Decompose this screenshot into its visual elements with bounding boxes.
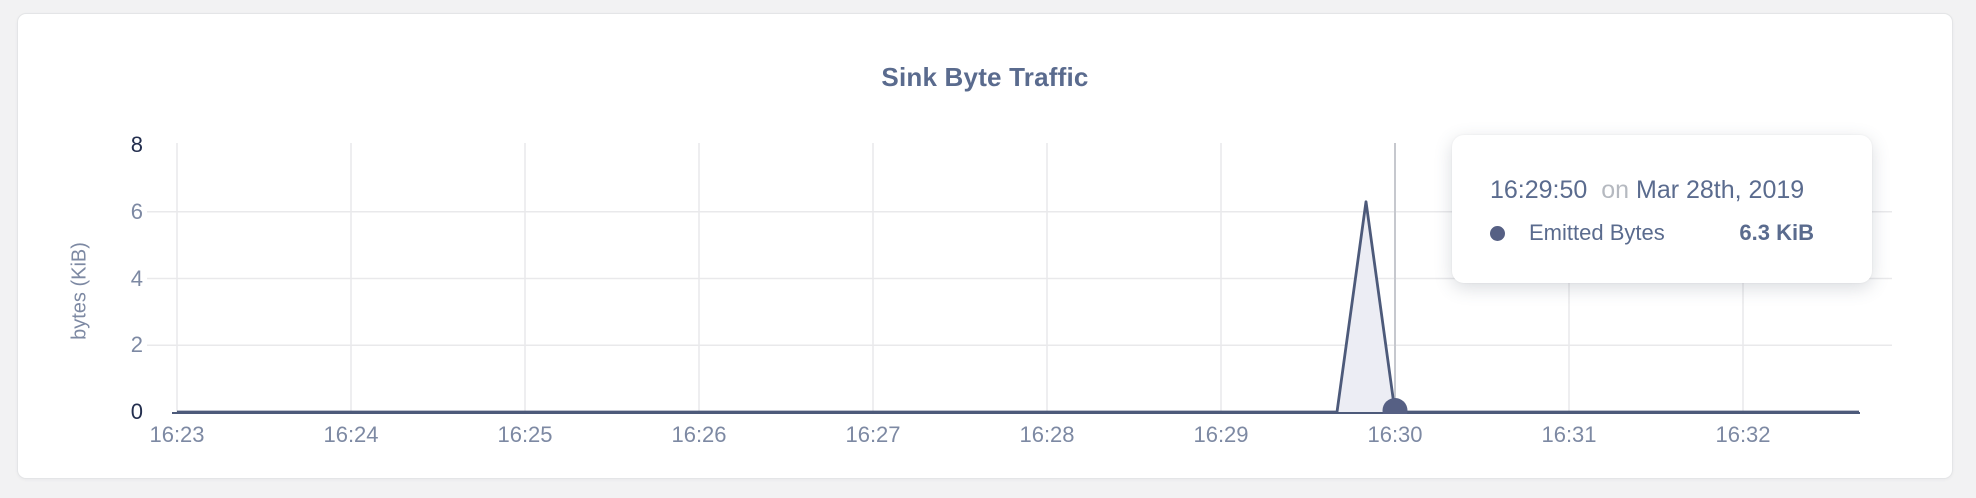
tooltip-time: 16:29:50 <box>1490 176 1588 204</box>
tooltip-on-text: on <box>1601 176 1630 204</box>
x-tick-label: 16:29 <box>1193 422 1249 447</box>
x-tick-label: 16:25 <box>497 422 553 447</box>
x-tick-label: 16:32 <box>1715 422 1771 447</box>
tooltip-series-label: Emitted Bytes <box>1529 220 1665 245</box>
series-bullet-icon <box>1490 225 1505 241</box>
x-tick-label: 16:23 <box>149 422 205 447</box>
tooltip-date: Mar 28th, 2019 <box>1636 176 1805 204</box>
x-tick-label: 16:28 <box>1019 422 1075 447</box>
x-tick-label: 16:30 <box>1367 422 1423 447</box>
y-tick-label: 2 <box>130 332 143 358</box>
chart-tooltip: 16:29:50 on Mar 28th, 2019 Emitted Bytes… <box>1452 135 1872 283</box>
y-tick-label: 0 <box>130 399 143 424</box>
tooltip-series-value: 6.3 KiB <box>1739 220 1814 245</box>
tooltip-series-row: Emitted Bytes 6.3 KiB <box>1490 220 1828 246</box>
hover-point-marker <box>1382 398 1408 414</box>
x-tick-label: 16:31 <box>1541 422 1597 447</box>
x-tick-label: 16:24 <box>323 422 379 447</box>
chart-title: Sink Byte Traffic <box>881 62 1089 92</box>
y-tick-label: 6 <box>130 198 143 224</box>
x-tick-label: 16:26 <box>671 422 727 447</box>
tooltip-datetime: 16:29:50 on Mar 28th, 2019 <box>1490 176 1828 205</box>
series-line <box>177 200 1859 414</box>
x-tick-label: 16:27 <box>845 422 901 447</box>
y-tick-label: 4 <box>130 265 143 291</box>
y-tick-label: 8 <box>130 132 143 157</box>
